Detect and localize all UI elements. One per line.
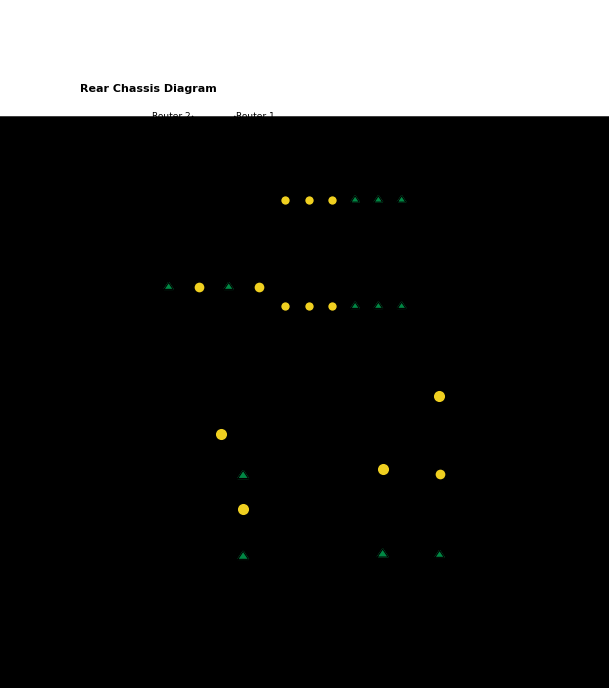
Bar bbox=[408, 372, 470, 408]
Polygon shape bbox=[397, 302, 406, 308]
Text: Router 2: Router 2 bbox=[152, 112, 191, 121]
Text: XIO 11: XIO 11 bbox=[397, 158, 406, 184]
Bar bbox=[184, 125, 214, 336]
Text: XIO 6: XIO 6 bbox=[328, 266, 336, 287]
Text: Node2: Node2 bbox=[227, 460, 260, 469]
Polygon shape bbox=[224, 283, 233, 290]
Text: XIO12: XIO12 bbox=[397, 265, 406, 288]
Polygon shape bbox=[351, 302, 359, 308]
Text: XIO: XIO bbox=[431, 520, 448, 530]
Text: XIO 9: XIO 9 bbox=[374, 161, 383, 182]
Text: Router 1: Router 1 bbox=[236, 112, 275, 121]
Text: Rear Chassis Diagram: Rear Chassis Diagram bbox=[80, 84, 217, 94]
Text: BaseIO: BaseIO bbox=[420, 385, 457, 395]
Bar bbox=[214, 125, 244, 336]
Polygon shape bbox=[374, 196, 382, 202]
Bar bbox=[206, 438, 280, 491]
Bar bbox=[274, 125, 297, 230]
Text: XIO 5: XIO 5 bbox=[328, 161, 336, 182]
Polygon shape bbox=[374, 302, 382, 308]
Text: Single-ended
SCSI: Single-ended SCSI bbox=[482, 369, 541, 389]
Polygon shape bbox=[164, 283, 174, 290]
Text: Node 1: Node 1 bbox=[203, 421, 240, 431]
Bar bbox=[274, 230, 414, 336]
Bar bbox=[274, 230, 297, 336]
Text: XIO10: XIO10 bbox=[374, 265, 383, 288]
Bar bbox=[206, 480, 280, 524]
Text: XIO slots: XIO slots bbox=[322, 354, 365, 363]
Bar bbox=[390, 230, 414, 336]
Text: Node 4: Node 4 bbox=[225, 537, 262, 548]
Text: XIO 3: XIO 3 bbox=[304, 161, 313, 182]
Bar bbox=[343, 125, 367, 230]
Bar bbox=[367, 125, 390, 230]
Bar bbox=[320, 230, 343, 336]
Bar bbox=[427, 516, 452, 568]
Text: Node slots: Node slots bbox=[188, 354, 239, 363]
Bar bbox=[84, 415, 136, 460]
Text: Serial: Serial bbox=[482, 394, 507, 402]
Bar bbox=[390, 125, 414, 230]
Bar bbox=[153, 125, 184, 336]
Text: Node 1: Node 1 bbox=[254, 171, 263, 203]
Bar bbox=[244, 125, 274, 336]
Polygon shape bbox=[238, 551, 248, 559]
Text: Node 2: Node 2 bbox=[224, 171, 233, 202]
Bar bbox=[206, 514, 280, 572]
Text: Node 3: Node 3 bbox=[194, 171, 203, 203]
Bar bbox=[297, 125, 320, 230]
Polygon shape bbox=[435, 550, 444, 557]
Text: Block Diagram: Block Diagram bbox=[80, 383, 171, 393]
Text: Router
2: Router 2 bbox=[93, 526, 127, 548]
Polygon shape bbox=[351, 196, 359, 202]
Text: Crossbow
1: Crossbow 1 bbox=[357, 533, 408, 554]
Text: Crossbow
0: Crossbow 0 bbox=[357, 440, 408, 461]
Bar bbox=[274, 125, 414, 230]
Text: Node 4: Node 4 bbox=[164, 171, 173, 202]
Bar bbox=[185, 402, 258, 450]
Text: XIO 7: XIO 7 bbox=[351, 161, 360, 182]
Text: Router
1: Router 1 bbox=[93, 427, 127, 449]
Bar bbox=[427, 412, 452, 488]
Text: XIO: XIO bbox=[431, 416, 448, 427]
Polygon shape bbox=[238, 471, 248, 478]
Bar bbox=[297, 230, 320, 336]
Bar bbox=[346, 515, 420, 571]
Text: XIO boards such
as FDDI, ATM,
Quad SCSI, SE to
Diff. Converter and
Fibre Channel: XIO boards such as FDDI, ATM, Quad SCSI,… bbox=[461, 429, 554, 486]
Bar bbox=[343, 230, 367, 336]
Bar bbox=[346, 410, 420, 491]
Text: XIO 2: XIO 2 bbox=[281, 266, 290, 287]
Text: XIO 1: XIO 1 bbox=[281, 161, 290, 182]
Bar bbox=[367, 230, 390, 336]
Text: XIO 8: XIO 8 bbox=[351, 266, 360, 287]
Bar bbox=[153, 125, 414, 336]
Text: XIO 4: XIO 4 bbox=[304, 266, 313, 287]
Bar bbox=[84, 514, 136, 560]
Text: Ethernet: Ethernet bbox=[482, 384, 521, 393]
Polygon shape bbox=[377, 549, 388, 557]
Polygon shape bbox=[397, 196, 406, 202]
Bar bbox=[320, 125, 343, 230]
Text: Node 3: Node 3 bbox=[225, 497, 262, 507]
